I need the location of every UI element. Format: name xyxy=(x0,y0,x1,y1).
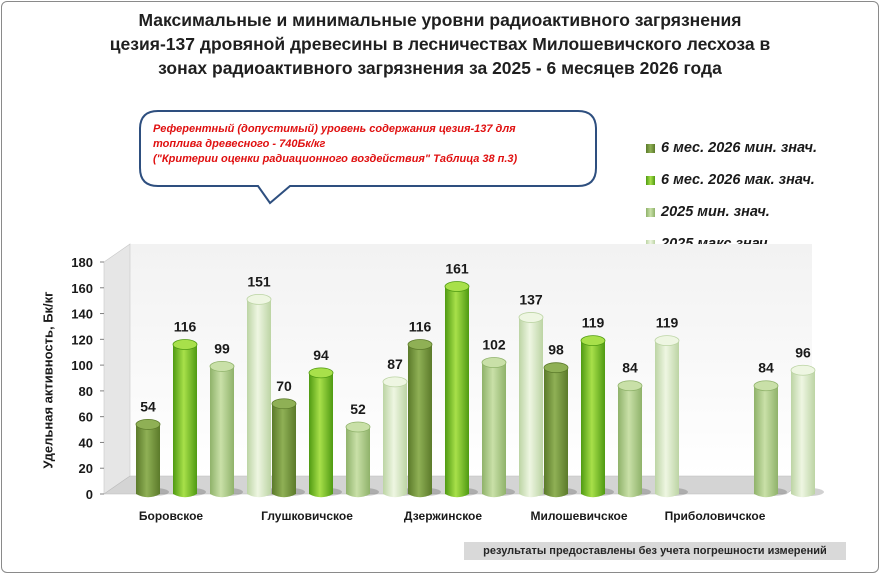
title-line-2: цезия-137 дровяной древесины в лесничест… xyxy=(109,34,771,54)
data-label: 54 xyxy=(140,398,156,414)
legend-label: 6 мес. 2026 мак. знач. xyxy=(661,172,815,188)
bar xyxy=(309,372,333,498)
bar xyxy=(754,385,778,498)
data-label: 116 xyxy=(174,318,197,334)
callout-line-3: ("Критерии оценки радиационного воздейст… xyxy=(153,153,518,165)
bar-cap xyxy=(246,293,272,305)
data-label: 96 xyxy=(795,344,811,360)
x-tick-label: Приболовичское xyxy=(665,509,766,523)
y-tick-label: 80 xyxy=(79,384,93,399)
bar xyxy=(791,370,815,498)
data-label: 87 xyxy=(387,356,403,372)
callout-line-2: топлива древесного - 740Бк/кг xyxy=(153,138,326,150)
legend-item: 6 мес. 2026 мак. знач. xyxy=(646,170,815,190)
data-label: 70 xyxy=(276,378,292,394)
bar-cap xyxy=(271,398,297,410)
bar xyxy=(346,426,370,498)
bar xyxy=(408,344,432,498)
data-label: 94 xyxy=(313,347,329,363)
bar xyxy=(210,366,234,498)
bar-cap xyxy=(444,281,470,292)
bar-cap xyxy=(790,364,816,376)
legend-label: 6 мес. 2026 мин. знач. xyxy=(661,140,818,156)
bar xyxy=(173,344,197,498)
bar-cap xyxy=(345,421,371,433)
y-tick-label: 160 xyxy=(71,281,93,296)
y-tick-label: 20 xyxy=(79,461,93,476)
y-tick-label: 120 xyxy=(71,332,93,347)
bar-cap xyxy=(481,357,507,368)
legend-swatch xyxy=(646,175,655,185)
y-tick-label: 0 xyxy=(86,487,93,502)
bar xyxy=(618,385,642,498)
bar-cap xyxy=(172,339,198,350)
legend-item: 6 мес. 2026 мин. знач. xyxy=(646,138,817,158)
title-line-1: Максимальные и минимальные уровни радиоа… xyxy=(138,10,742,30)
bar-cap xyxy=(518,312,544,323)
data-label: 84 xyxy=(758,360,774,376)
footnote: результаты предоставлены без учета погре… xyxy=(464,542,846,560)
bar-cap xyxy=(753,380,779,392)
data-label: 119 xyxy=(656,315,679,331)
x-tick-label: Боровское xyxy=(139,509,204,523)
bar-cap xyxy=(209,360,235,372)
title-line-3: зонах радиоактивного загрязнения за 2025… xyxy=(158,58,722,78)
callout-line-1: Референтный (допустимый) уровень содержа… xyxy=(153,123,516,135)
data-label: 99 xyxy=(214,340,230,356)
x-tick-label: Милошевичское xyxy=(530,509,627,523)
y-tick-label: 100 xyxy=(71,358,93,373)
callout-text: Референтный (допустимый) уровень содержа… xyxy=(153,122,593,167)
bar-cap xyxy=(382,376,408,388)
bar xyxy=(136,424,160,498)
y-tick-label: 180 xyxy=(71,255,93,270)
bar-cap xyxy=(654,335,680,347)
data-label: 102 xyxy=(482,337,506,353)
bar-cap xyxy=(543,362,569,374)
y-tick-label: 60 xyxy=(79,410,93,425)
bar xyxy=(581,340,605,498)
bar xyxy=(272,403,296,498)
bar xyxy=(247,299,271,498)
y-tick-label: 40 xyxy=(79,435,93,450)
bar-cap xyxy=(580,335,606,347)
bar-cap xyxy=(617,380,643,392)
data-label: 52 xyxy=(350,401,366,417)
data-label: 84 xyxy=(622,360,638,376)
chart-title: Максимальные и минимальные уровни радиоа… xyxy=(90,8,790,80)
data-label: 161 xyxy=(445,260,469,276)
bar xyxy=(544,367,568,498)
data-label: 119 xyxy=(582,315,605,331)
bar-cap xyxy=(135,418,161,430)
bar xyxy=(519,317,543,498)
x-tick-label: Дзержинское xyxy=(404,509,482,523)
bar xyxy=(445,286,469,498)
data-label: 151 xyxy=(247,273,271,289)
data-label: 98 xyxy=(548,342,564,358)
legend-swatch xyxy=(646,143,655,153)
bar-cap xyxy=(407,339,433,350)
legend-label: 2025 мин. знач. xyxy=(661,204,770,220)
y-tick-label: 140 xyxy=(71,307,93,322)
data-label: 137 xyxy=(519,291,543,307)
legend-item: 2025 мин. знач. xyxy=(646,202,770,222)
x-tick-label: Глушковичское xyxy=(261,509,353,523)
bar xyxy=(655,340,679,498)
legend-swatch xyxy=(646,207,655,217)
data-label: 116 xyxy=(409,318,432,334)
bar xyxy=(383,381,407,498)
bar xyxy=(482,362,506,498)
bar-cap xyxy=(308,367,334,379)
